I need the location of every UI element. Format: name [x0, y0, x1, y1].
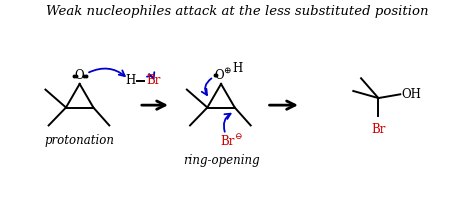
Text: Br: Br: [371, 123, 385, 136]
FancyArrowPatch shape: [147, 72, 155, 78]
Text: O: O: [214, 69, 224, 81]
Text: protonation: protonation: [45, 134, 115, 147]
Text: H: H: [125, 74, 135, 87]
Text: Weak nucleophiles attack at the less substituted position: Weak nucleophiles attack at the less sub…: [46, 5, 428, 18]
Text: OH: OH: [401, 88, 421, 101]
Text: O: O: [75, 69, 84, 81]
Text: H: H: [232, 62, 243, 75]
FancyArrowPatch shape: [89, 69, 125, 76]
Text: ring-opening: ring-opening: [182, 154, 259, 167]
Text: Br: Br: [146, 74, 161, 87]
FancyArrowPatch shape: [202, 78, 211, 95]
Text: ⊕: ⊕: [223, 66, 230, 75]
Text: ⊖: ⊖: [234, 132, 242, 141]
Text: Br: Br: [221, 135, 235, 148]
FancyArrowPatch shape: [224, 114, 230, 132]
